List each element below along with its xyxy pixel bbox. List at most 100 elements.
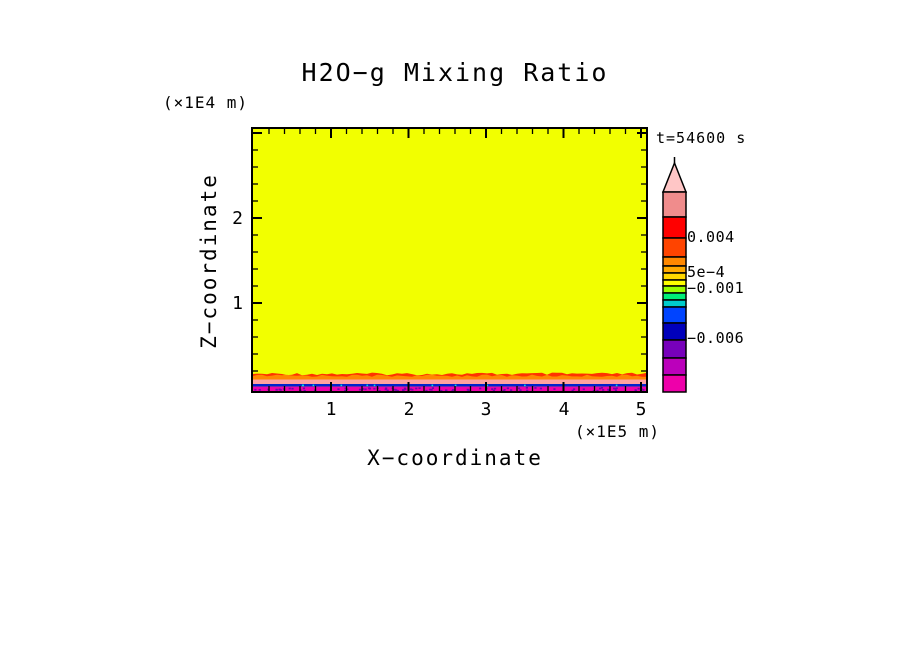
field-speckle (614, 389, 618, 392)
field-speckle (384, 388, 387, 391)
field-speckle (395, 389, 398, 391)
field-speckle (492, 389, 495, 392)
colorbar-segment-3 (662, 256, 687, 267)
field-speckle (409, 388, 413, 391)
field-speckle (425, 389, 428, 392)
field-speckle (364, 388, 367, 391)
colorbar-segment-14 (662, 374, 687, 393)
colorbar-segment-6 (662, 279, 687, 287)
colorbar-segment-0 (662, 191, 687, 218)
field-speckle (302, 384, 304, 387)
z-axis-title: Z−coordinate (197, 173, 221, 349)
field-speckle (519, 389, 522, 391)
field-speckle (288, 387, 291, 390)
field-speckle (452, 389, 455, 391)
field-speckle (403, 387, 407, 390)
colorbar-segment-5 (662, 272, 687, 281)
field-speckle (467, 389, 470, 392)
field-speckle (429, 388, 432, 391)
colorbar-segment-8 (662, 292, 687, 301)
field-speckle (491, 388, 494, 391)
field-speckle (415, 387, 418, 390)
colorbar-segment-13 (662, 357, 687, 376)
z-tick-label-1: 1 (232, 293, 243, 314)
field-speckle (582, 388, 585, 391)
field-speckle (607, 389, 611, 392)
field-speckle (510, 389, 513, 391)
colorbar-label-2: −0.001 (687, 279, 745, 297)
field-speckle (615, 387, 618, 390)
field-speckle (517, 387, 521, 390)
field-speckle (258, 388, 261, 391)
colorbar-segment-10 (662, 306, 687, 324)
field-speckle (340, 384, 343, 387)
x-axis-unit-label: (×1E5 m) (574, 422, 660, 441)
field-speckle (373, 384, 376, 387)
colorbar-segment-11 (662, 322, 687, 341)
colorbar-segment-2 (662, 237, 687, 258)
colorbar-label-3: −0.006 (687, 329, 745, 347)
field-speckle (431, 384, 434, 387)
field-jag-orange (252, 374, 647, 380)
field-speckle (366, 384, 369, 387)
field-speckle (602, 389, 605, 391)
x-tick-label-3: 3 (480, 399, 492, 420)
field-speckle (553, 388, 556, 390)
z-tick-label-2: 2 (232, 208, 243, 229)
field-speckle (386, 389, 389, 392)
field-speckle (486, 384, 489, 387)
chart-title: H2O−g Mixing Ratio (301, 58, 609, 87)
field-speckle (445, 389, 448, 392)
field-speckle (637, 387, 640, 390)
field-speckle (479, 387, 482, 390)
x-tick-label-2: 2 (403, 399, 415, 420)
field-speckle (596, 389, 599, 392)
field-speckle (430, 388, 433, 391)
field-speckle (275, 388, 278, 391)
field-speckle (411, 388, 414, 391)
field-speckle (337, 388, 340, 390)
field-speckle (291, 387, 294, 390)
field-speckle (571, 389, 574, 392)
field-salmon-band (252, 379, 647, 384)
field-speckle (344, 389, 347, 392)
field-speckle (634, 389, 637, 391)
field-speckle (526, 389, 529, 392)
field-magenta-band (252, 386, 647, 392)
colorbar-label-0: 0.004 (687, 228, 735, 246)
field-body (252, 128, 647, 392)
colorbar-segment-1 (662, 216, 687, 239)
x-tick-label-1: 1 (325, 399, 337, 420)
time-annotation: t=54600 s (656, 129, 747, 147)
field-speckle (303, 389, 306, 392)
field-speckle (600, 386, 604, 389)
field-speckle (254, 388, 257, 391)
field-speckle (613, 387, 616, 390)
field-speckle (503, 388, 506, 391)
field-speckle (525, 386, 528, 389)
field-speckle (404, 388, 407, 391)
field-speckle (312, 384, 315, 387)
field-speckle (599, 387, 602, 390)
field-speckle (385, 387, 388, 390)
plot-frame (251, 127, 648, 393)
field-speckle (440, 389, 443, 392)
field-speckle (346, 388, 349, 391)
field-speckle (615, 384, 618, 387)
field-speckle (373, 387, 376, 390)
field-speckle (418, 387, 421, 390)
field-speckle (361, 388, 365, 390)
field-speckle (393, 388, 396, 391)
field-speckle (302, 387, 306, 390)
z-axis-unit-label: (×1E4 m) (163, 93, 249, 112)
colorbar-segment-7 (662, 285, 687, 294)
field-speckle (524, 384, 526, 387)
field-speckle (358, 388, 362, 391)
field-speckle (431, 387, 435, 389)
colorbar-segment-4 (662, 265, 687, 274)
field-blue-line (252, 384, 647, 387)
field-speckle (493, 387, 497, 390)
field-speckle (454, 384, 457, 387)
